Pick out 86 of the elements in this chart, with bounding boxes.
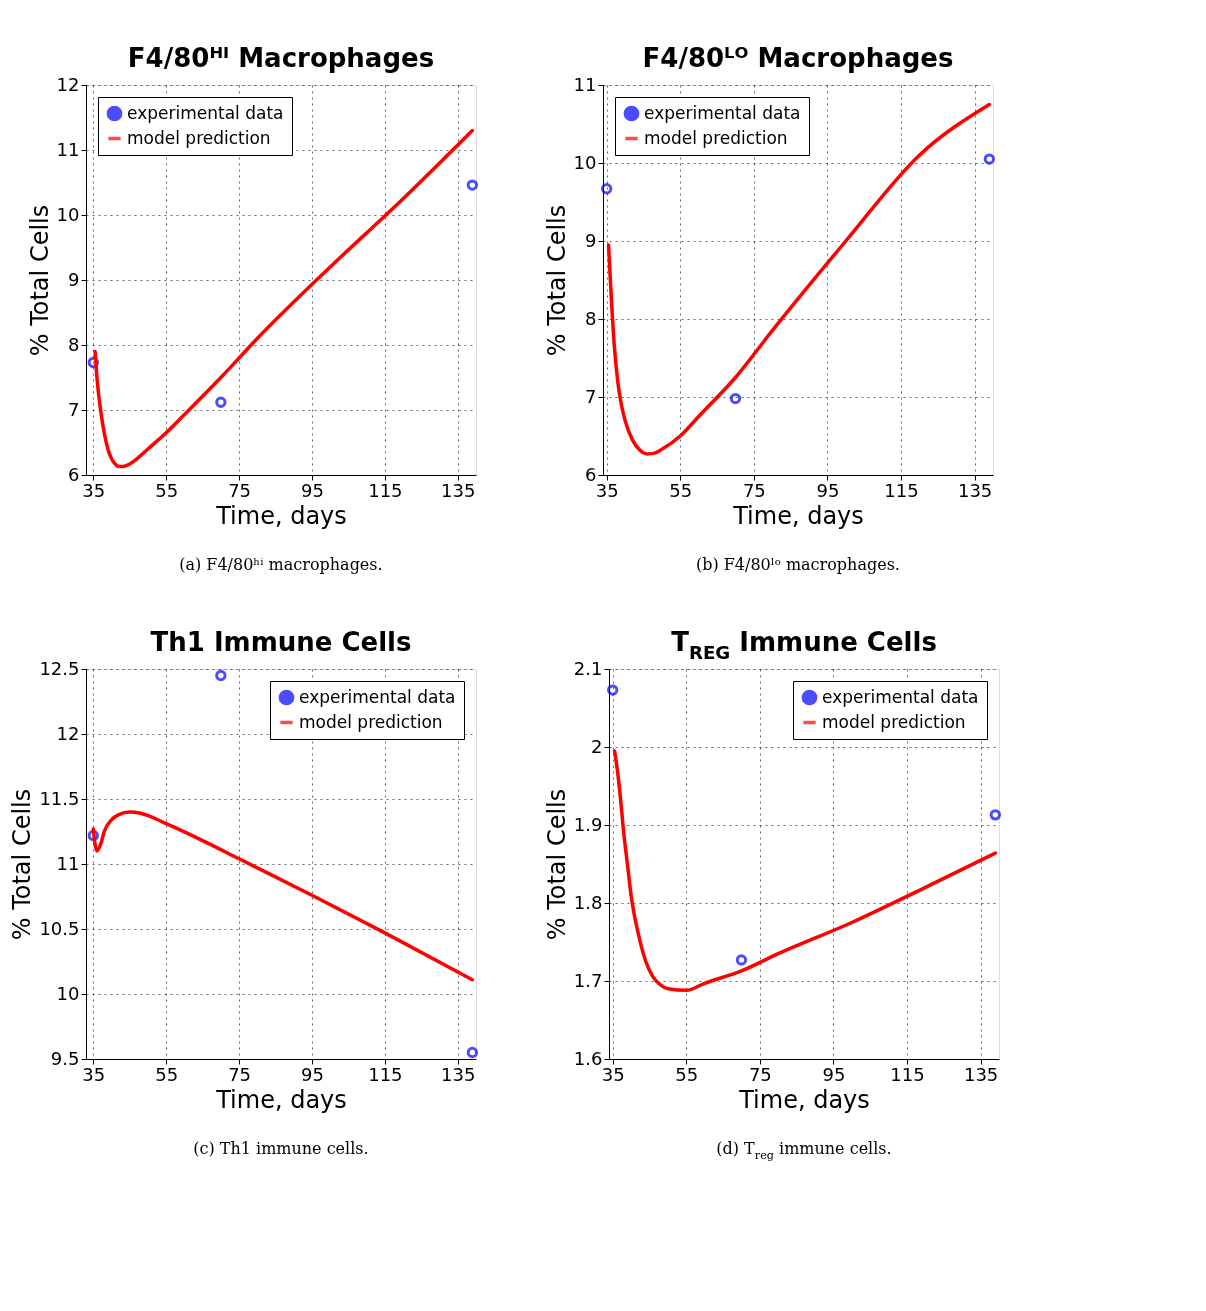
y-axis-title: % Total Cells (542, 788, 571, 941)
x-tick-label: 115 (368, 1063, 403, 1085)
y-tick-label: 10 (56, 203, 80, 225)
y-tick-label: 12 (56, 73, 80, 95)
x-tick-label: 35 (601, 1063, 625, 1085)
x-tick-label: 135 (957, 479, 993, 501)
x-axis-title: Time, days (215, 1085, 347, 1114)
line-series (612, 749, 998, 993)
y-tick-label: 12.5 (39, 657, 80, 679)
legend-label: model prediction (822, 711, 966, 732)
x-tick-label: 95 (301, 1063, 324, 1085)
x-axis-title: Time, days (732, 501, 864, 530)
point (735, 954, 748, 966)
point (601, 183, 613, 195)
y-tick-label: 1.7 (573, 969, 603, 991)
point (215, 669, 227, 682)
legend-label: experimental data (299, 686, 456, 707)
chart-title: F4/80ᴸᴼ Macrophages (642, 43, 954, 73)
x-tick-label: 135 (441, 479, 476, 501)
x-tick-label: 55 (669, 479, 693, 501)
y-axis-title: % Total Cells (542, 204, 571, 357)
point (215, 396, 227, 408)
point (466, 1046, 479, 1059)
y-tick-label: 9 (68, 268, 80, 290)
y-tick-label: 2 (591, 735, 603, 757)
y-tick-label: 6 (585, 463, 597, 485)
x-tick-label: 55 (675, 1063, 699, 1085)
y-tick-label: 11.5 (39, 787, 80, 809)
y-tick-label: 8 (68, 333, 80, 355)
y-tick-label: 7 (585, 385, 597, 407)
x-tick-label: 115 (368, 479, 403, 501)
point (607, 684, 619, 696)
legend-label: model prediction (127, 127, 271, 148)
x-tick-label: 75 (742, 479, 766, 501)
x-tick-label: 95 (301, 479, 324, 501)
line-series (91, 810, 475, 982)
y-tick-label: 11 (56, 138, 80, 160)
y-tick-label: 11 (573, 73, 597, 95)
x-tick-label: 95 (816, 479, 840, 501)
y-tick-label: 10 (573, 151, 597, 173)
y-tick-label: 6 (68, 463, 80, 485)
point (466, 179, 479, 191)
x-tick-label: 135 (441, 1063, 476, 1085)
x-tick-label: 135 (963, 1063, 999, 1085)
y-tick-label: 7 (68, 398, 80, 420)
chart-title: F4/80ᴴᴵ Macrophages (127, 43, 435, 73)
text: (c) Th1 immune cells. (193, 1139, 369, 1158)
x-tick-label: 35 (595, 479, 619, 501)
y-tick-label: 2.1 (573, 657, 603, 679)
x-tick-label: 35 (82, 1063, 106, 1085)
legend-label: experimental data (644, 102, 801, 123)
x-tick-label: 35 (82, 479, 106, 501)
point (989, 809, 1001, 821)
y-tick-label: 11 (56, 852, 80, 874)
legend-label: model prediction (299, 711, 443, 732)
text: (a) F4/80ʰⁱ macrophages. (179, 555, 383, 574)
line-series (606, 102, 992, 456)
x-tick-label: 95 (822, 1063, 846, 1085)
y-tick-label: 12 (56, 722, 80, 744)
point (983, 153, 995, 165)
y-tick-label: 1.9 (573, 813, 603, 835)
y-tick-label: 9 (585, 229, 597, 251)
y-tick-label: 10.5 (39, 917, 80, 939)
y-tick-label: 10 (56, 982, 80, 1004)
y-tick-label: 9.5 (50, 1047, 80, 1069)
x-tick-label: 75 (748, 1063, 772, 1085)
x-tick-label: 55 (155, 1063, 179, 1085)
x-axis-title: Time, days (215, 501, 347, 530)
legend-label: experimental data (127, 102, 284, 123)
line-series (93, 128, 475, 469)
y-axis-title: % Total Cells (8, 788, 37, 941)
y-tick-label: 1.8 (573, 891, 603, 913)
x-tick-label: 115 (890, 1063, 925, 1085)
legend-label: experimental data (822, 686, 979, 707)
x-tick-label: 75 (228, 479, 252, 501)
x-tick-label: 115 (884, 479, 919, 501)
legend-label: model prediction (644, 127, 788, 148)
point (729, 392, 742, 405)
x-tick-label: 55 (155, 479, 179, 501)
text: (b) F4/80ˡᵒ macrophages. (695, 555, 900, 574)
chart-title: Th1 Immune Cells (150, 627, 412, 657)
y-tick-label: 1.6 (573, 1047, 603, 1069)
x-axis-title: Time, days (738, 1085, 870, 1114)
y-axis-title: % Total Cells (25, 204, 54, 357)
x-tick-label: 75 (228, 1063, 252, 1085)
y-tick-label: 8 (585, 307, 597, 329)
